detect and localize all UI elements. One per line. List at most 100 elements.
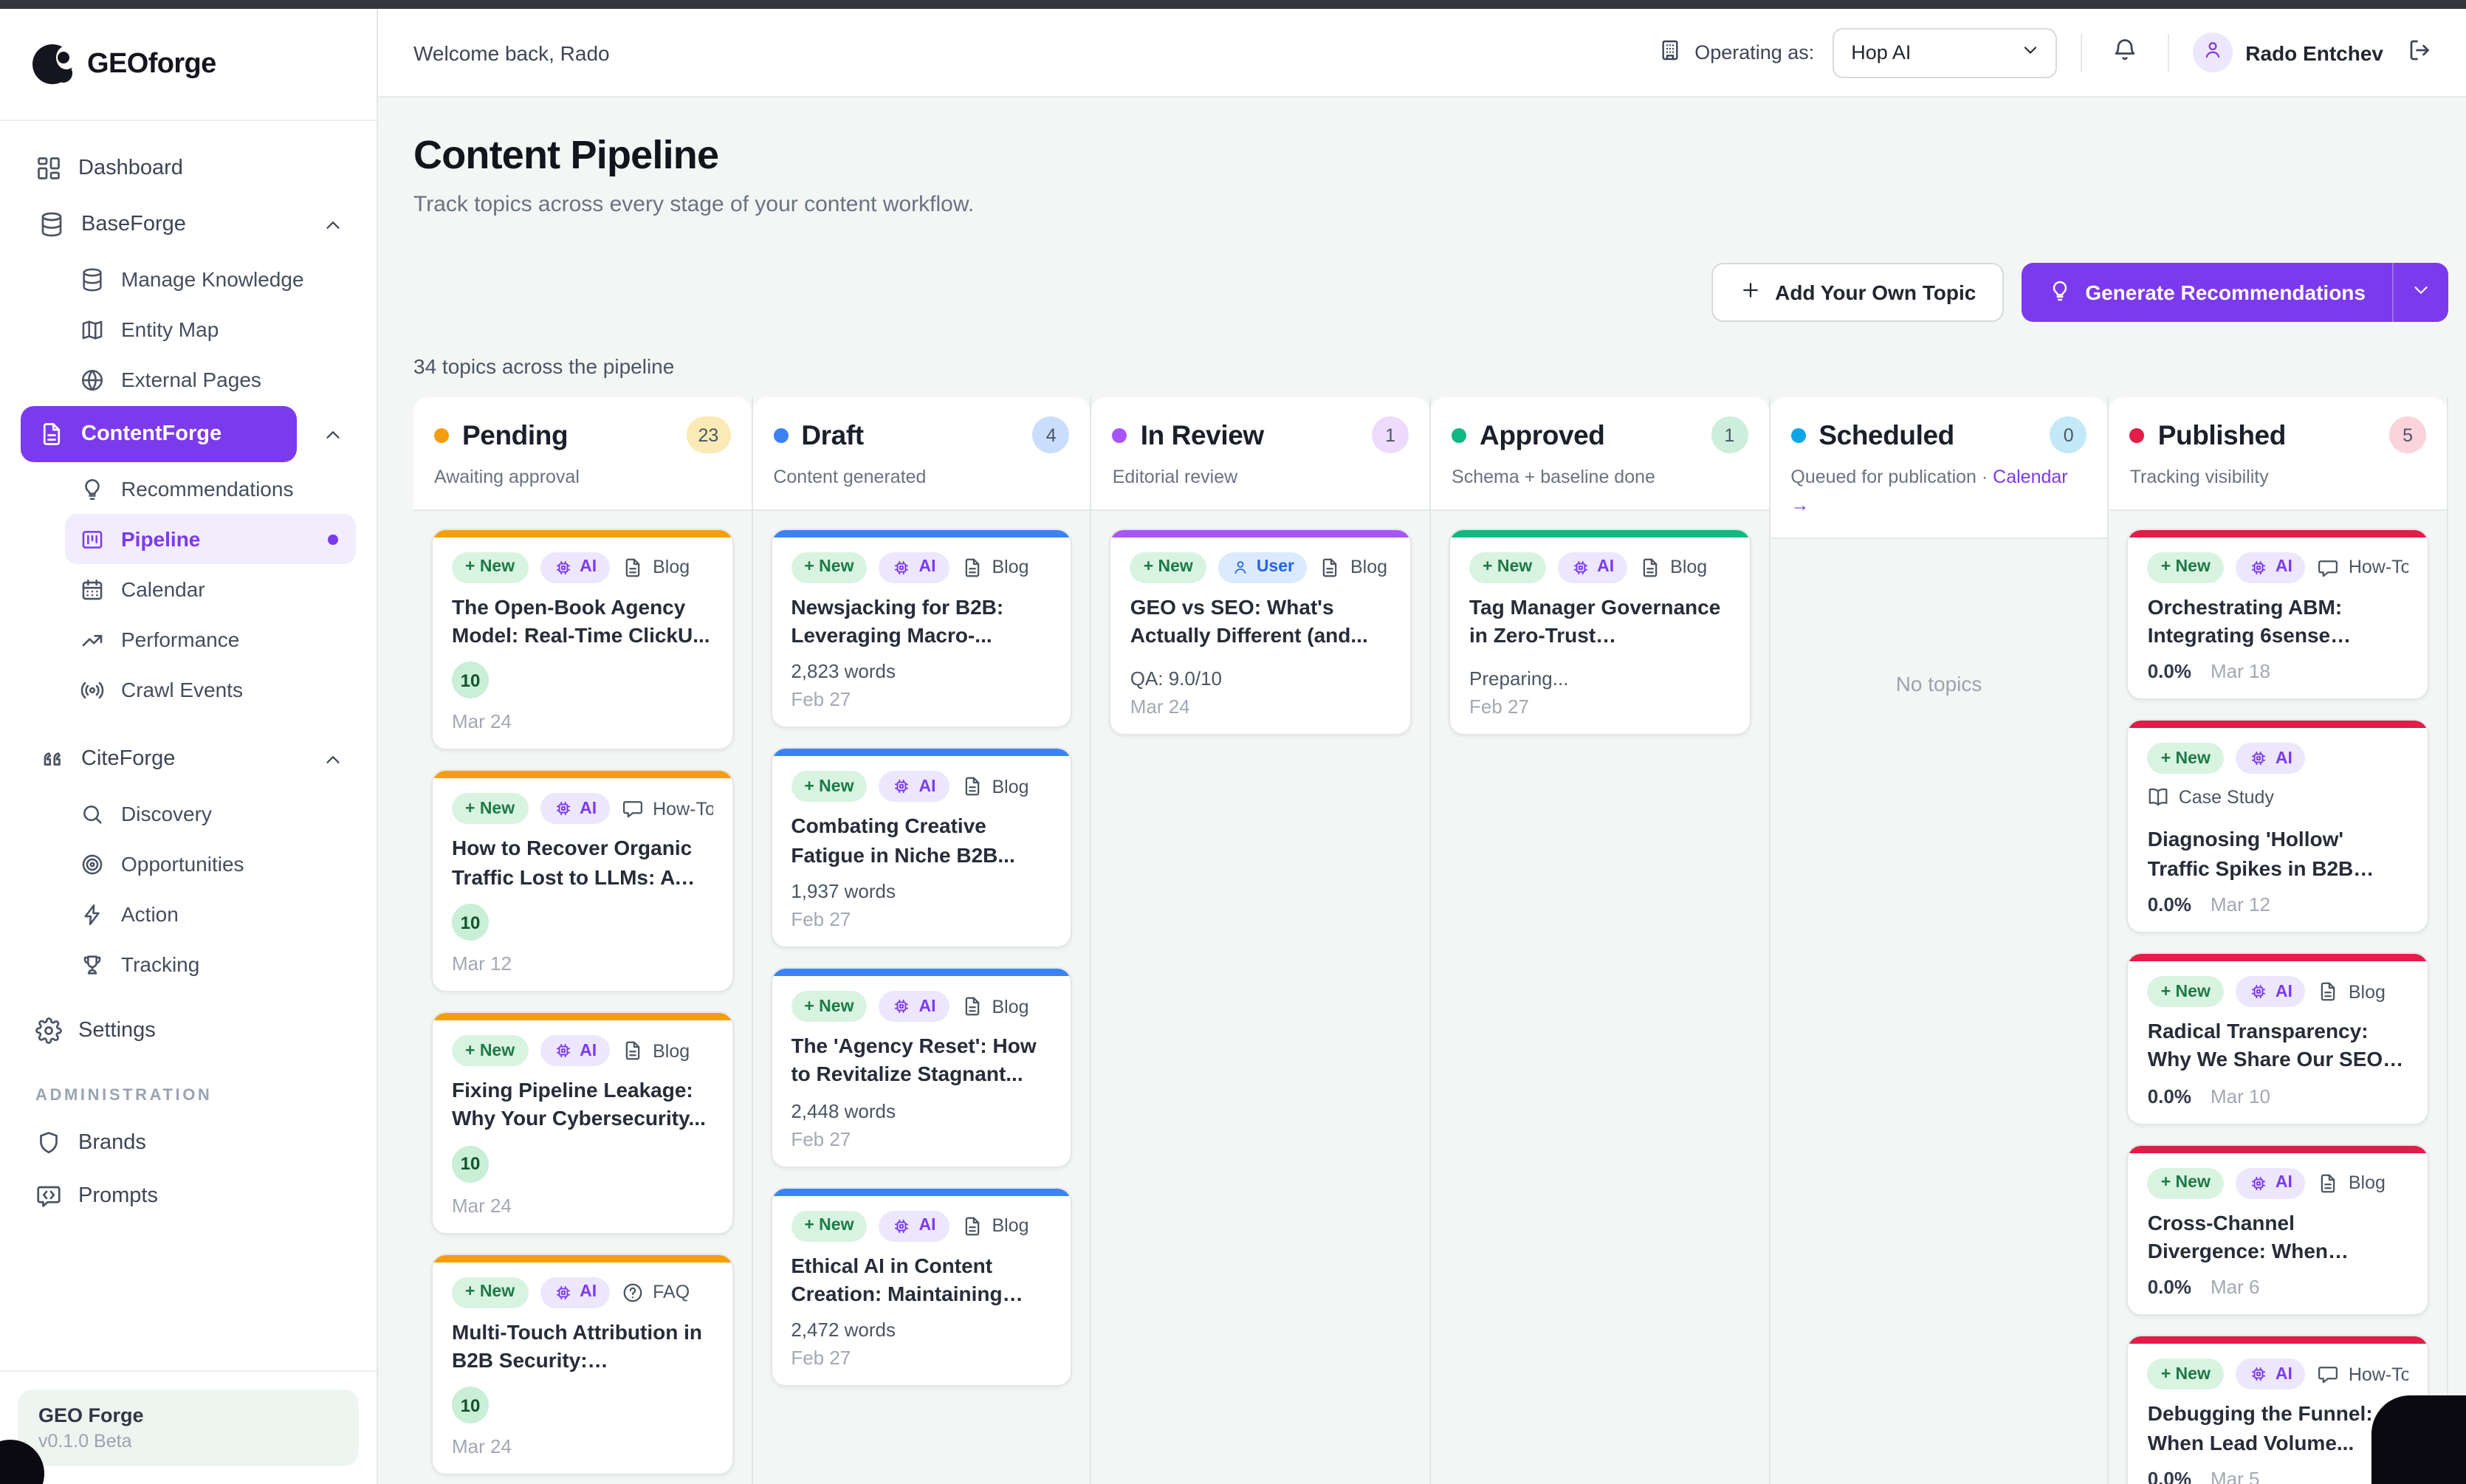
topic-card[interactable]: + New AI Blog Combating Creative Fatigue in… xyxy=(770,747,1073,948)
column-title-row: Draft 4 xyxy=(773,416,1070,453)
sidebar: GEOforge Dashboard BaseForge Manage Know… xyxy=(0,9,378,1484)
sidebar-item-citeforge[interactable]: CiteForge xyxy=(21,729,356,789)
sidebar-item-external-pages[interactable]: External Pages xyxy=(65,354,356,405)
topic-title: Multi-Touch Attribution in B2B Security:… xyxy=(452,1319,703,1372)
sidebar-item-baseforge[interactable]: BaseForge xyxy=(21,195,356,254)
sidebar-nav: Dashboard BaseForge Manage Knowledge Ent… xyxy=(0,121,377,1370)
new-badge: + New xyxy=(452,552,529,583)
sidebar-item-label: CiteForge xyxy=(81,747,176,771)
sidebar-item-crawl-events[interactable]: Crawl Events xyxy=(65,664,356,715)
generate-recommendations-menu-button[interactable] xyxy=(2392,263,2448,322)
plus-icon xyxy=(1739,279,1762,306)
top-header: Welcome back, Rado Operating as: Hop AI … xyxy=(378,9,2466,97)
search-icon xyxy=(83,805,102,823)
topic-card[interactable]: + New AI FAQ Multi-Touch Attribution in B2B… xyxy=(431,1253,734,1476)
user-menu[interactable]: Rado Entchev xyxy=(2192,32,2383,72)
sidebar-item-tracking[interactable]: Tracking xyxy=(65,939,356,989)
sidebar-item-pipeline[interactable]: Pipeline xyxy=(65,514,356,564)
card-status-bar xyxy=(2128,721,2428,729)
badge-row: + New AI FAQ xyxy=(452,1277,712,1308)
visibility-percent: 0.0% xyxy=(2147,660,2191,683)
ai-chip-icon xyxy=(556,802,570,816)
operating-as-label: Operating as: xyxy=(1694,41,1815,63)
sidebar-item-brands[interactable]: Brands xyxy=(21,1116,356,1169)
topic-title: Newsjacking for B2B: Leveraging Macro-..… xyxy=(791,594,1004,647)
page-title: Content Pipeline xyxy=(413,133,719,177)
topic-title: GEO vs SEO: What's Actually Different (a… xyxy=(1130,594,1368,647)
sidebar-item-settings[interactable]: Settings xyxy=(21,1004,356,1057)
topic-card[interactable]: + New AI Blog Tag Manager Governance in Zer… xyxy=(1449,528,1751,736)
ai-badge: AI xyxy=(2235,1167,2306,1199)
card-content: + New AI Blog Newsjacking for B2B: Leveragi… xyxy=(772,537,1071,727)
topic-title: Debugging the Funnel: When Lead Volume..… xyxy=(2147,1401,2373,1454)
card-date: Feb 27 xyxy=(791,1127,851,1150)
column-title: In Review xyxy=(1140,419,1264,450)
column-header-scheduled: Scheduled 0 Queued for publication · Cal… xyxy=(1770,397,2108,538)
card-date: Mar 24 xyxy=(1130,695,1190,718)
sidebar-item-manage-knowledge[interactable]: Manage Knowledge xyxy=(65,254,356,304)
topic-card[interactable]: + New AI Blog Cross-Channel Divergence: Whe… xyxy=(2126,1144,2430,1316)
visibility-percent: 0.0% xyxy=(2147,1276,2191,1299)
content-type-label: Blog xyxy=(961,1215,1029,1237)
doc-icon xyxy=(965,777,979,797)
sidebar-item-label: Calendar xyxy=(121,577,205,601)
topic-card[interactable]: + New AI Blog The 'Agency Reset': How to Re… xyxy=(770,967,1073,1168)
card-content: + New AI How-To How to Recover Organic Traf… xyxy=(433,779,732,991)
content-type-label: FAQ xyxy=(622,1281,690,1303)
topic-card[interactable]: + New AI How-To How to Recover Organic Traf… xyxy=(431,769,734,992)
visibility-percent: 0.0% xyxy=(2147,1085,2191,1107)
card-date: Mar 6 xyxy=(2211,1276,2260,1299)
sidebar-item-contentforge[interactable]: ContentForge xyxy=(21,405,356,464)
new-badge: + New xyxy=(2147,743,2224,774)
ai-badge: AI xyxy=(879,1210,949,1242)
topic-card[interactable]: + New AI Blog The Open-Book Agency Model: R… xyxy=(431,528,734,751)
sidebar-item-baseforge-pill: BaseForge xyxy=(21,196,297,253)
app-name: GEO Forge xyxy=(38,1404,144,1426)
badge-row: + New AI Blog xyxy=(452,1035,712,1066)
calendar-link[interactable]: Calendar → xyxy=(1790,467,2068,515)
ai-badge: AI xyxy=(2235,743,2306,774)
sidebar-item-opportunities[interactable]: Opportunities xyxy=(65,839,356,889)
sidebar-item-prompts[interactable]: Prompts xyxy=(21,1169,356,1223)
card-date: Mar 18 xyxy=(2211,660,2270,683)
sidebar-item-label: Tracking xyxy=(121,952,200,976)
operating-as-select[interactable]: Hop AI xyxy=(1832,27,2057,78)
add-your-own-topic-button[interactable]: Add Your Own Topic xyxy=(1711,263,2005,322)
logout-button[interactable] xyxy=(2401,31,2439,74)
topic-card[interactable]: + New User Blog GEO vs SEO: What's Actually… xyxy=(1109,528,1412,736)
card-content: + New AI Blog Radical Transparency: Why We … xyxy=(2129,961,2428,1123)
badge-row: + New AI Blog xyxy=(452,552,712,583)
welcome-text: Welcome back, Rado xyxy=(413,41,610,64)
operating-as-value: Hop AI xyxy=(1851,41,1912,63)
topic-card[interactable]: + New AI Blog Fixing Pipeline Leakage: Why … xyxy=(431,1011,734,1234)
column-status-dot xyxy=(1452,427,1467,442)
visibility-percent: 0.0% xyxy=(2147,893,2191,916)
score-badge: 10 xyxy=(452,1387,489,1424)
content-type-label: How-To xyxy=(2318,1364,2408,1386)
topic-card[interactable]: + New AI Blog Newsjacking for B2B: Leveragi… xyxy=(770,528,1073,729)
sidebar-item-performance[interactable]: Performance xyxy=(65,614,356,664)
kanban-board: Pending 23 Awaiting approval + New AI Blog… xyxy=(413,397,2448,1484)
sidebar-item-action[interactable]: Action xyxy=(65,889,356,939)
topic-card[interactable]: + New AI Blog Radical Transparency: Why We … xyxy=(2126,952,2430,1125)
generate-recommendations-button[interactable]: Generate Recommendations xyxy=(2022,263,2392,322)
notifications-button[interactable] xyxy=(2105,31,2143,74)
topic-title: Cross-Channel Divergence: When Googl... xyxy=(2147,1210,2328,1263)
sidebar-item-calendar[interactable]: Calendar xyxy=(65,564,356,614)
sidebar-item-dashboard[interactable]: Dashboard xyxy=(21,142,356,195)
visibility-percent: 0.0% xyxy=(2147,1467,2191,1484)
sidebar-item-discovery[interactable]: Discovery xyxy=(65,789,356,839)
sidebar-item-recommendations[interactable]: Recommendations xyxy=(65,464,356,514)
sidebar-item-label: ContentForge xyxy=(81,422,222,446)
topic-card[interactable]: + New AI Blog Ethical AI in Content Creatio… xyxy=(770,1186,1073,1387)
lightbulb-icon xyxy=(85,478,100,500)
topic-card[interactable]: + New AI Case Study Diagnosing 'Hollow' Tra… xyxy=(2126,719,2430,933)
ai-chip-icon xyxy=(2251,984,2265,999)
sidebar-item-entity-map[interactable]: Entity Map xyxy=(65,304,356,354)
sidebar-item-label: Manage Knowledge xyxy=(121,267,304,291)
building-icon xyxy=(1661,40,1677,61)
column-title-row: Approved 1 xyxy=(1452,416,1748,453)
topic-card[interactable]: + New AI How-To Orchestrating ABM: Integrat… xyxy=(2126,528,2430,701)
column-published: Published 5 Tracking visibility + New AI H… xyxy=(2107,397,2448,1484)
chat-widget-button[interactable] xyxy=(2371,1395,2466,1484)
